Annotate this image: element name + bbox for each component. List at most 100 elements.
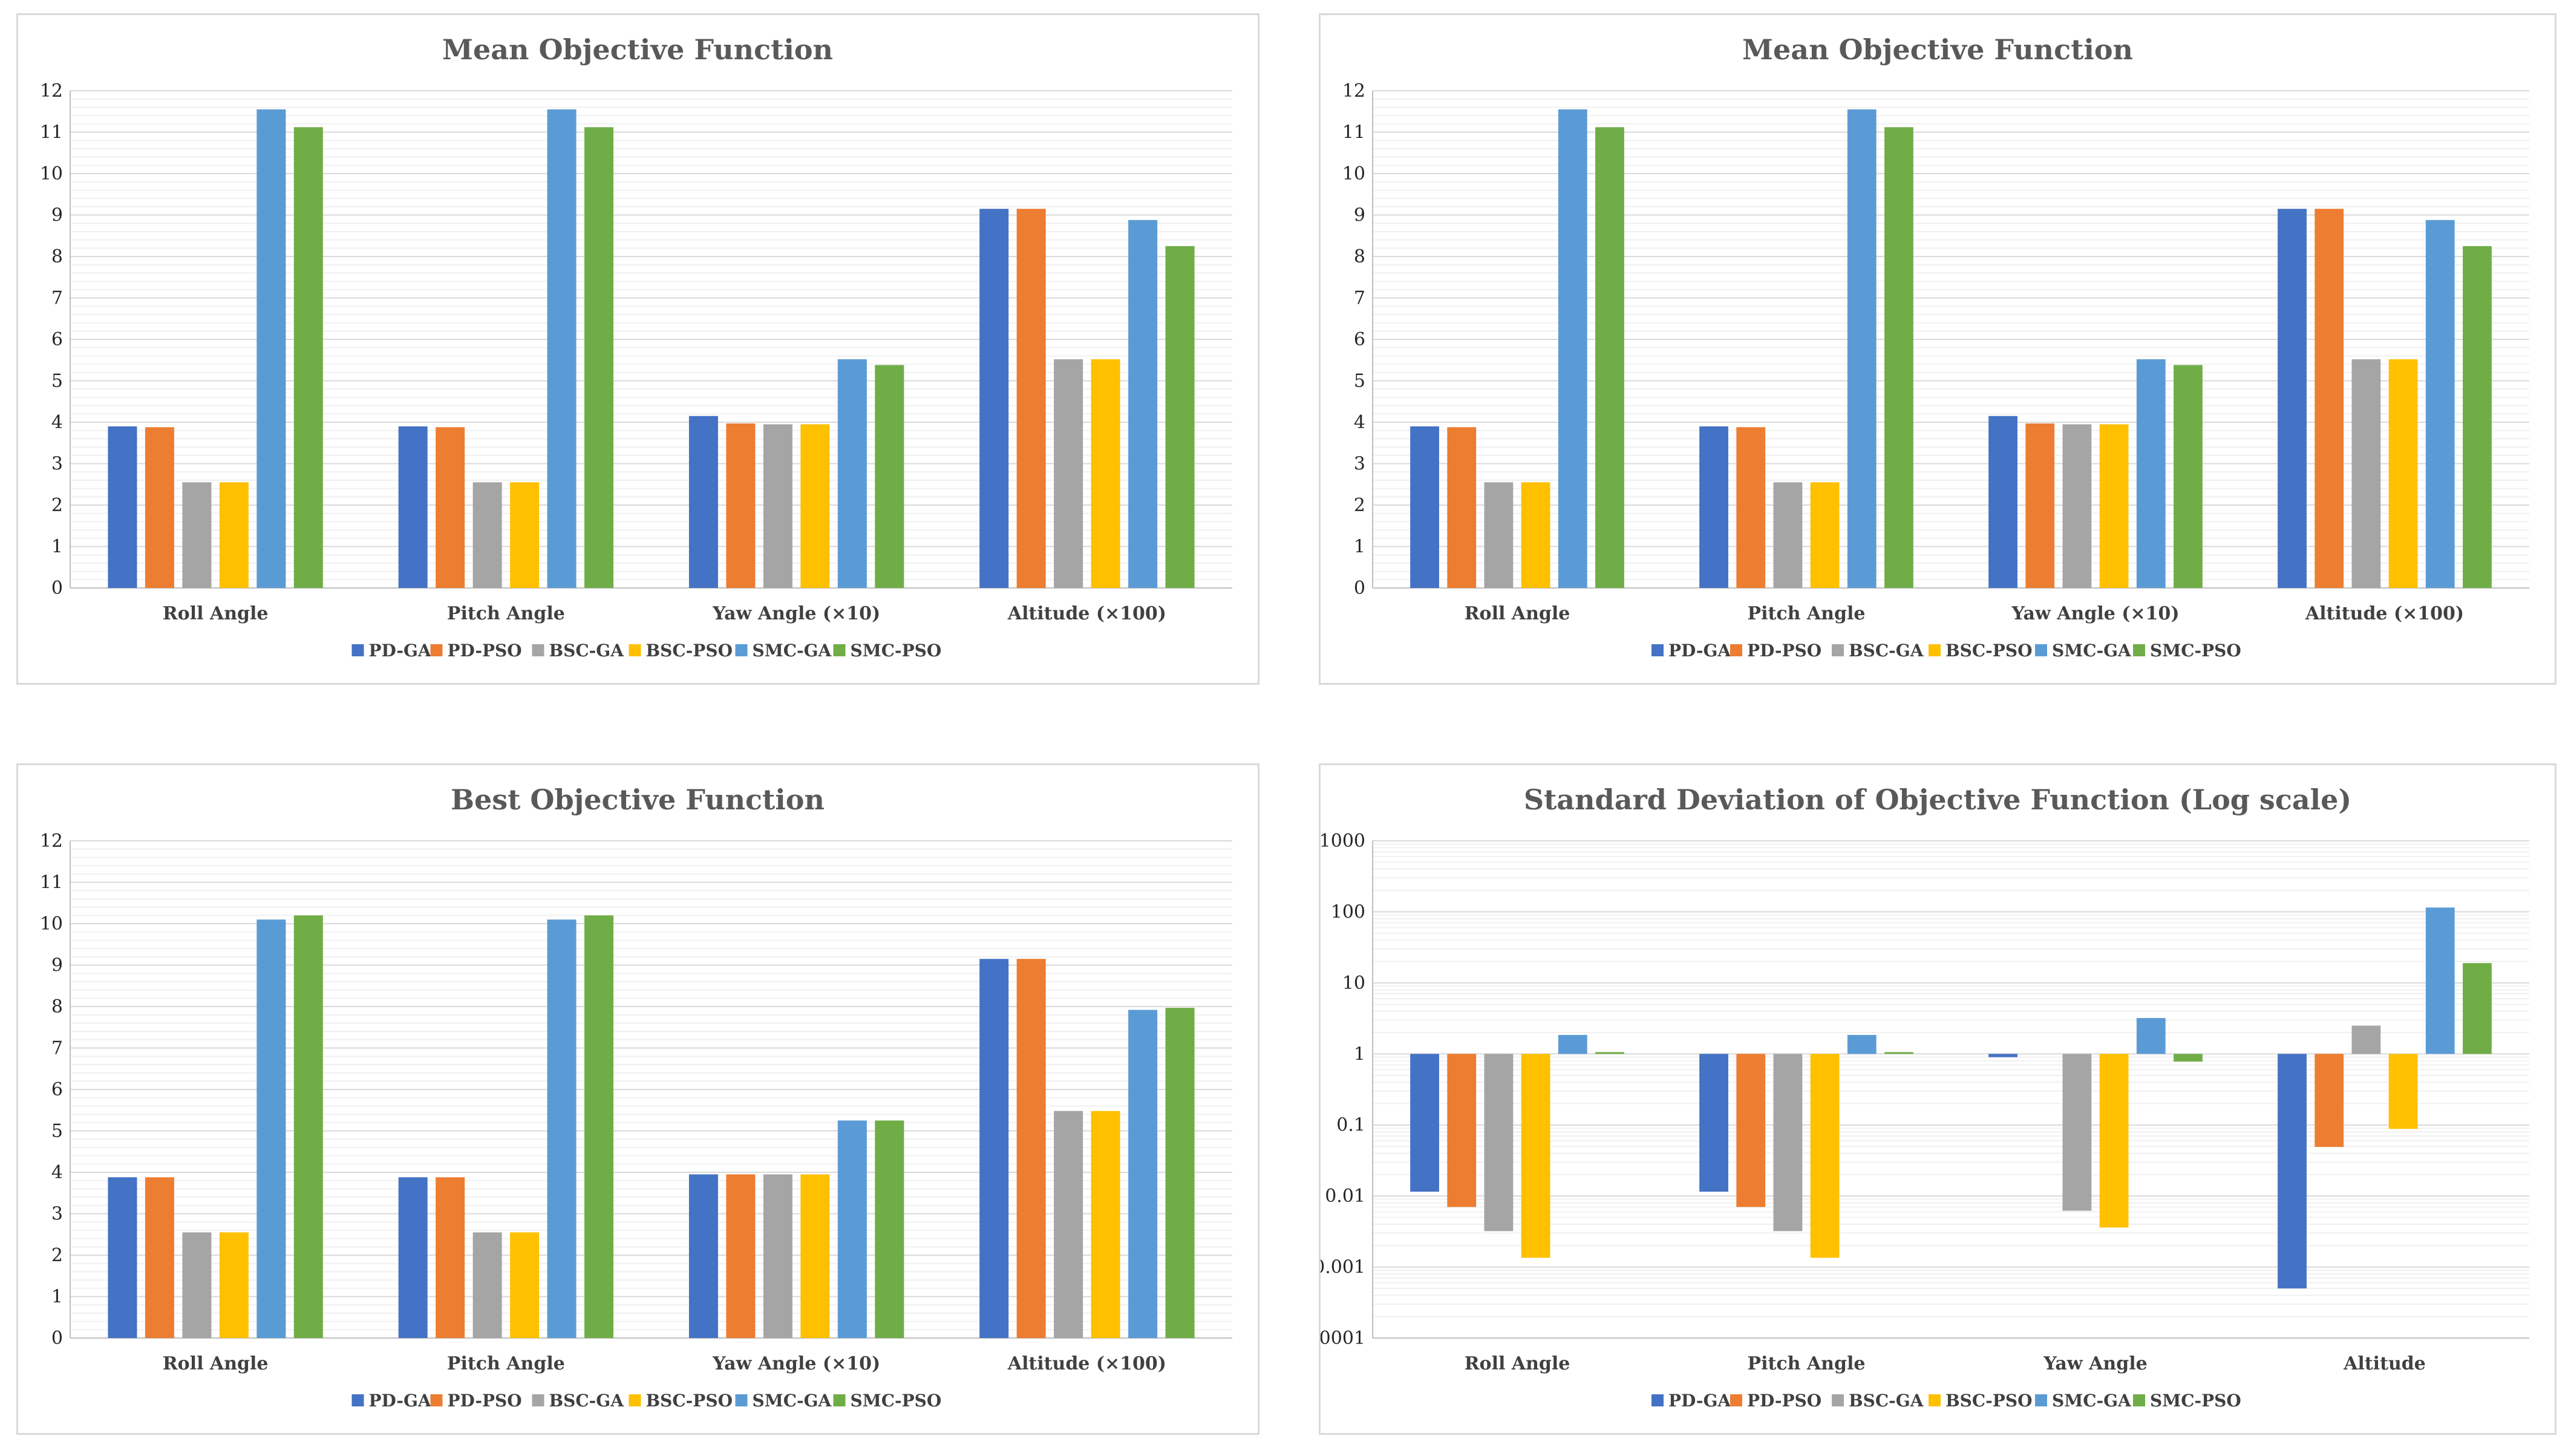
legend-label: BSC-GA — [549, 1391, 625, 1411]
bar-smc-ga — [1558, 109, 1587, 588]
bar-bsc-ga — [1773, 1054, 1803, 1232]
bar-pd-pso — [1447, 1054, 1477, 1207]
y-tick-label: 9 — [1354, 205, 1365, 226]
legend-swatch — [833, 1394, 846, 1406]
bar-bsc-pso — [1091, 1111, 1120, 1338]
chart-title: Mean Objective Function — [1742, 33, 2133, 66]
chart-panel-stddev: Standard Deviation of Objective Function… — [1319, 763, 2556, 1435]
bar-smc-ga — [2136, 1017, 2166, 1054]
y-tick-label: 1 — [1354, 537, 1365, 558]
x-category-label: Altitude (×100) — [1007, 1353, 1166, 1374]
bar-bsc-pso — [1521, 1054, 1550, 1258]
bar-smc-ga — [1847, 109, 1877, 588]
chart-stddev-objective: Standard Deviation of Objective Function… — [1321, 783, 2529, 1411]
legend-label: BSC-GA — [1849, 641, 1924, 661]
bar-smc-pso — [2463, 963, 2492, 1054]
x-category-label: Pitch Angle — [1748, 1353, 1866, 1374]
bar-smc-pso — [584, 915, 614, 1338]
bar-bsc-ga — [182, 1232, 212, 1338]
bar-smc-ga — [2136, 359, 2166, 588]
chart-title: Best Objective Function — [451, 783, 825, 816]
legend-swatch — [629, 644, 641, 656]
chart-best-objective: Best Objective Function 0123456789101112… — [40, 783, 1232, 1411]
bar-smc-ga — [256, 919, 286, 1338]
y-tick-label: 11 — [40, 122, 63, 143]
legend-swatch — [351, 644, 364, 656]
y-tick-label: 2 — [51, 495, 63, 516]
y-tick-label: 2 — [51, 1245, 63, 1266]
chart-title: Standard Deviation of Objective Function… — [1524, 783, 2351, 816]
legend-swatch — [532, 644, 544, 656]
bar-smc-pso — [293, 915, 323, 1338]
y-tick-label: 6 — [51, 1079, 63, 1100]
chart-panel-mean-1: Mean Objective Function 0 1 2 3 4 5 6 7 8 9 10 11 12… — [16, 13, 1259, 685]
y-tick-label: 0 — [51, 1328, 63, 1349]
y-tick-label: 11 — [1342, 122, 1365, 143]
bar-pd-ga — [2278, 1054, 2307, 1288]
legend-swatch — [1730, 1394, 1742, 1406]
bar-pd-pso — [1736, 427, 1766, 588]
y-tick-label: 7 — [1354, 288, 1365, 309]
legend-swatch — [1832, 1394, 1844, 1406]
bar-pd-ga — [979, 209, 1009, 589]
legend-swatch — [2035, 1394, 2047, 1406]
legend-swatch — [1832, 644, 1844, 656]
bar-pd-ga — [398, 426, 428, 588]
bar-bsc-ga — [1484, 482, 1514, 588]
bar-smc-ga — [1128, 1010, 1158, 1338]
x-category-label: Pitch Angle — [447, 603, 565, 624]
y-tick-label: 5 — [1354, 371, 1365, 392]
bar-bsc-ga — [1484, 1054, 1514, 1232]
y-tick-label: 5 — [51, 371, 63, 392]
y-tick-label: 9 — [51, 955, 63, 976]
bar-pd-pso — [1016, 959, 1046, 1338]
bar-smc-pso — [584, 127, 614, 588]
bar-pd-pso — [2025, 423, 2055, 588]
x-category-label: Yaw Angle (×10) — [712, 603, 880, 624]
bar-bsc-pso — [2099, 1054, 2129, 1228]
legend-swatch — [833, 644, 846, 656]
y-tick-label: 0.01 — [1325, 1186, 1365, 1207]
bar-bsc-pso — [510, 1232, 540, 1338]
y-tick-label: 3 — [51, 1204, 63, 1225]
legend-label: PD-GA — [369, 1391, 432, 1411]
bar-bsc-pso — [1091, 359, 1120, 588]
legend-label: SMC-GA — [753, 641, 832, 661]
y-tick-label: 12 — [1342, 80, 1365, 102]
y-tick-label: 1 — [51, 537, 63, 558]
y-tick-label: 1000 — [1321, 831, 1365, 852]
y-tick-label: 0.1 — [1336, 1115, 1365, 1136]
y-tick-label: 1 — [1354, 1043, 1365, 1065]
bar-bsc-pso — [510, 482, 540, 588]
y-tick-label: 6 — [51, 329, 63, 350]
legend-label: BSC-GA — [549, 641, 625, 661]
bar-smc-ga — [837, 1120, 867, 1338]
y-tick-label: 2 — [1354, 495, 1365, 516]
bar-bsc-ga — [1054, 1111, 1083, 1338]
bar-pd-ga — [2278, 209, 2307, 589]
bar-pd-ga — [1699, 1054, 1728, 1192]
chart-mean-objective-2: Mean Objective Function 0123456789101112… — [1342, 33, 2529, 661]
bar-smc-ga — [2425, 907, 2455, 1054]
bar-smc-pso — [2174, 1054, 2203, 1062]
legend-swatch — [1651, 644, 1664, 656]
y-tick-label: 4 — [1354, 412, 1365, 433]
y-tick-label: 11 — [40, 872, 63, 893]
bar-bsc-pso — [1810, 1054, 1840, 1258]
bar-pd-ga — [1410, 1054, 1439, 1192]
legend-swatch — [1730, 644, 1742, 656]
bar-bsc-pso — [800, 1174, 830, 1338]
bar-pd-ga — [979, 959, 1009, 1338]
bar-bsc-ga — [1773, 482, 1803, 588]
y-tick-label: 9 — [51, 205, 63, 226]
legend-swatch — [2035, 644, 2047, 656]
bar-smc-ga — [837, 359, 867, 588]
bar-bsc-ga — [472, 1232, 502, 1338]
x-category-label: Pitch Angle — [447, 1353, 565, 1374]
y-tick-label: 3 — [51, 454, 63, 475]
x-category-label: Yaw Angle (×10) — [2011, 603, 2179, 624]
bar-smc-ga — [547, 919, 577, 1338]
bar-pd-pso — [1447, 427, 1477, 588]
legend-swatch — [430, 1394, 443, 1406]
legend-swatch — [735, 644, 748, 656]
